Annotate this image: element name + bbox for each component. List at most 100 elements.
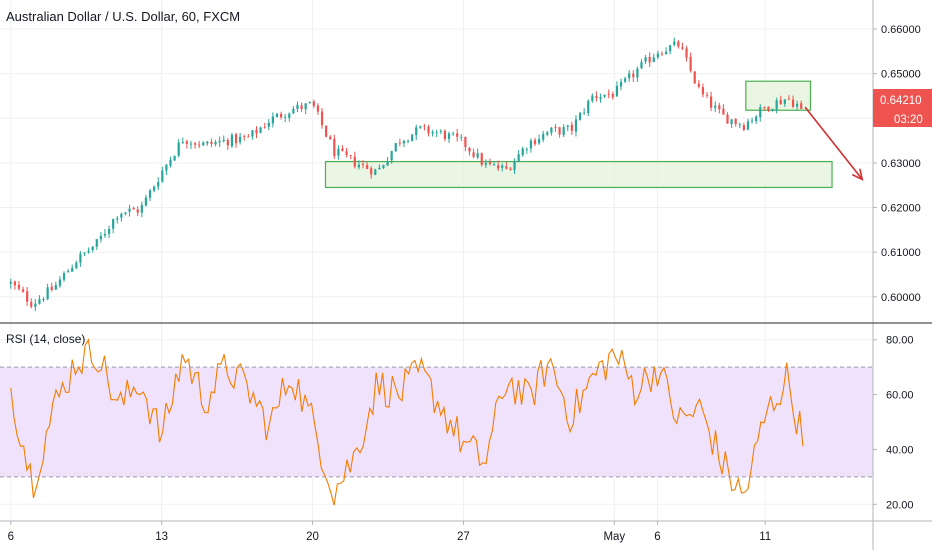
candle-body bbox=[726, 114, 729, 124]
candle-body bbox=[750, 120, 754, 122]
candle-body bbox=[341, 148, 344, 151]
candle-body bbox=[26, 291, 29, 302]
candle-body bbox=[628, 73, 631, 79]
candle-body bbox=[509, 168, 512, 171]
candle-body bbox=[165, 164, 168, 171]
candle-body bbox=[67, 271, 70, 273]
candle-body bbox=[312, 101, 315, 106]
rsi-tick-label: 20.00 bbox=[886, 499, 914, 511]
candle-body bbox=[230, 134, 234, 147]
candle-body bbox=[755, 116, 758, 122]
candle-body bbox=[87, 250, 90, 253]
candle-body bbox=[95, 239, 98, 247]
candle-body bbox=[153, 186, 156, 191]
candle-body bbox=[218, 141, 221, 143]
price-tick-label: 0.63000 bbox=[881, 158, 921, 170]
candle-body bbox=[800, 103, 803, 109]
candle-body bbox=[685, 48, 688, 58]
rsi-band-fill bbox=[0, 367, 873, 477]
candle-body bbox=[140, 204, 143, 213]
candles bbox=[9, 37, 803, 312]
candle-body bbox=[292, 108, 295, 114]
forecast-arrow-shaft bbox=[804, 106, 863, 180]
time-tick-label: 11 bbox=[759, 531, 771, 543]
candle-body bbox=[640, 61, 643, 69]
candle-body bbox=[693, 71, 696, 84]
candle-body bbox=[144, 197, 148, 206]
candle-body bbox=[472, 152, 475, 157]
candle-body bbox=[30, 301, 33, 307]
candle-body bbox=[271, 116, 274, 124]
candle-body bbox=[177, 142, 180, 156]
candle-body bbox=[296, 104, 299, 109]
candle-body bbox=[660, 53, 664, 55]
candle-body bbox=[615, 85, 619, 97]
arrows bbox=[804, 106, 864, 181]
candle-body bbox=[529, 140, 533, 149]
candle-body bbox=[566, 125, 569, 127]
candle-body bbox=[648, 56, 651, 63]
time-tick-label: 13 bbox=[155, 531, 168, 543]
candle-body bbox=[644, 57, 647, 62]
candle-body bbox=[546, 132, 549, 135]
candle-body bbox=[779, 100, 782, 105]
candle-body bbox=[759, 107, 762, 118]
candle-body bbox=[624, 78, 627, 82]
candle-body bbox=[193, 143, 197, 145]
candle-body bbox=[447, 133, 451, 139]
candle-body bbox=[198, 144, 201, 146]
candle-body bbox=[394, 143, 397, 152]
price-tick-label: 0.66000 bbox=[881, 24, 921, 36]
candle-body bbox=[673, 41, 676, 45]
candle-body bbox=[533, 139, 537, 144]
candle-body bbox=[42, 299, 45, 300]
candle-body bbox=[714, 105, 717, 108]
candle-body bbox=[587, 100, 590, 114]
candle-body bbox=[128, 208, 131, 212]
last-price-tag: 0.64210 03:20 bbox=[873, 89, 932, 127]
candle-body bbox=[120, 213, 123, 218]
rsi-line bbox=[10, 338, 804, 506]
candle-body bbox=[415, 127, 418, 136]
candle-body bbox=[464, 137, 467, 148]
candle-body bbox=[103, 234, 107, 236]
candle-body bbox=[361, 163, 365, 165]
candle-body bbox=[513, 161, 516, 171]
candle-body bbox=[79, 253, 82, 263]
price-tick-label: 0.61000 bbox=[881, 247, 921, 259]
candle-body bbox=[419, 126, 422, 128]
candle-body bbox=[378, 167, 381, 170]
rsi-tick-label: 60.00 bbox=[886, 390, 914, 402]
candle-body bbox=[439, 130, 442, 132]
candle-body bbox=[382, 165, 385, 169]
forecast-arrow-head bbox=[851, 168, 864, 181]
price-tag-bg bbox=[873, 89, 932, 127]
rsi-title: RSI (14, close) bbox=[6, 332, 86, 346]
candle-body bbox=[689, 56, 692, 71]
candle-body bbox=[484, 162, 487, 165]
candle-body bbox=[34, 303, 37, 307]
candle-body bbox=[173, 156, 176, 161]
candle-body bbox=[161, 170, 164, 182]
time-tick-label: May bbox=[603, 531, 625, 543]
candle-body bbox=[460, 136, 463, 138]
candle-body bbox=[316, 105, 320, 112]
candle-body bbox=[607, 93, 610, 95]
candle-body bbox=[374, 169, 377, 175]
candle-body bbox=[284, 117, 287, 118]
candle-body bbox=[619, 81, 623, 87]
candle-body bbox=[325, 125, 328, 137]
candle-body bbox=[157, 181, 160, 187]
time-tick-label: 6 bbox=[8, 531, 14, 543]
candle-body bbox=[251, 130, 254, 137]
candle-body bbox=[456, 133, 459, 137]
candle-body bbox=[300, 105, 303, 110]
candle-body bbox=[505, 166, 508, 169]
candle-body bbox=[763, 106, 766, 108]
candle-body bbox=[501, 165, 504, 168]
candle-body bbox=[406, 140, 410, 142]
candle-body bbox=[705, 94, 709, 96]
candle-body bbox=[243, 136, 246, 137]
candle-body bbox=[431, 132, 434, 134]
